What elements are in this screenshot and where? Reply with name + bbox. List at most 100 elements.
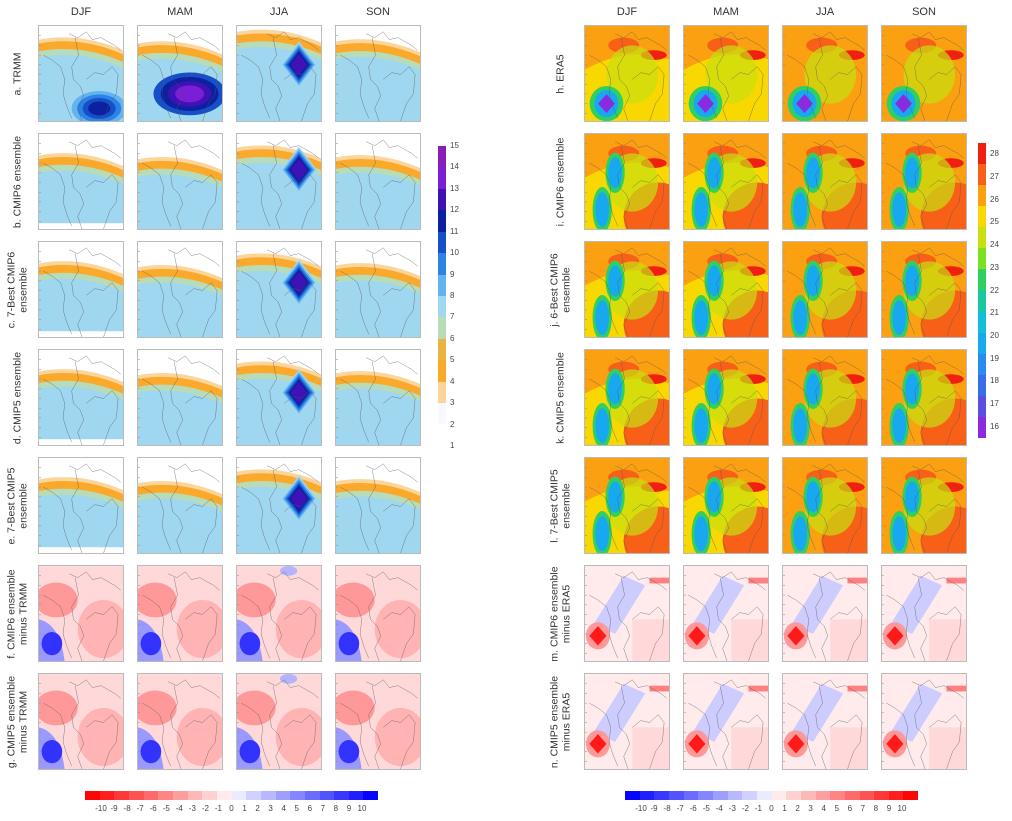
row-label-line: f. CMIP6 ensemble xyxy=(5,568,18,659)
map-plot xyxy=(783,26,867,121)
map-panel-a-son xyxy=(335,25,421,122)
map-outline xyxy=(68,139,121,159)
map-outline xyxy=(716,37,729,121)
map-outline xyxy=(167,679,220,699)
map-outline xyxy=(284,498,317,553)
map-outline xyxy=(86,174,119,229)
colorbar-segment xyxy=(978,332,986,354)
colorbar-segment xyxy=(654,791,669,800)
map-panel-c-son xyxy=(335,241,421,338)
colorbar-tick-label: -6 xyxy=(689,804,697,813)
map-outline xyxy=(886,54,915,119)
colorbar-tick-label: -5 xyxy=(702,804,710,813)
colorbar-segment xyxy=(172,791,188,800)
map-outline xyxy=(71,577,84,661)
map-outline xyxy=(266,679,319,699)
colorbar-segment xyxy=(438,188,446,211)
contour-fill xyxy=(806,157,820,189)
colorbar-tick-label: 24 xyxy=(990,240,999,250)
map-panel-h-djf xyxy=(584,25,670,122)
map-outline xyxy=(589,594,618,659)
map-outline xyxy=(185,66,218,121)
season-title-djf: DJF xyxy=(70,6,92,18)
colorbar-horizontal xyxy=(85,791,379,800)
map-plot xyxy=(39,674,123,769)
map-outline xyxy=(914,253,927,337)
map-outline xyxy=(365,571,418,591)
row-label-e: e. 7-Best CMIP5 ensemble xyxy=(3,457,33,554)
map-plot xyxy=(684,674,768,769)
contour-fill xyxy=(804,45,857,104)
map-panel-c-djf xyxy=(38,241,124,338)
colorbar-tick-label: -7 xyxy=(136,804,144,813)
colorbar-tick-label: -4 xyxy=(175,804,183,813)
map-panel-e-djf xyxy=(38,457,124,554)
map-outline xyxy=(787,594,816,659)
map-outline xyxy=(170,361,183,445)
colorbar-tick-label: 8 xyxy=(873,804,879,813)
map-plot xyxy=(585,674,669,769)
colorbar-tick-label: 4 xyxy=(281,804,286,813)
season-title-mam: MAM xyxy=(713,6,739,18)
map-panel-i-mam xyxy=(683,133,769,230)
map-outline xyxy=(929,390,962,445)
map-outline xyxy=(787,270,816,335)
map-panel-f-djf xyxy=(38,565,124,662)
map-outline xyxy=(383,606,416,661)
map-outline xyxy=(914,685,927,769)
map-outline xyxy=(241,54,270,119)
map-outline xyxy=(911,571,964,591)
map-panel-f-mam xyxy=(137,565,223,662)
colorbar-tick-label: 27 xyxy=(990,172,999,182)
colorbar-tick-label: 28 xyxy=(990,149,999,159)
map-outline xyxy=(340,162,369,227)
map-plot xyxy=(882,566,966,661)
map-outline xyxy=(713,571,766,591)
map-outline xyxy=(142,486,171,551)
map-panel-e-jja xyxy=(236,457,322,554)
colorbar-tick-label: 9 xyxy=(886,804,892,813)
contour-fill xyxy=(793,192,808,228)
map-panel-b-djf xyxy=(38,133,124,230)
map-outline xyxy=(812,139,865,159)
season-title-jja: JJA xyxy=(269,6,289,18)
map-outline xyxy=(383,66,416,121)
map-panel-g-mam xyxy=(137,673,223,770)
map-outline xyxy=(86,66,119,121)
map-outline xyxy=(86,282,119,337)
colorbar-segment xyxy=(978,206,986,228)
contour-fill xyxy=(39,386,123,445)
contour-fill xyxy=(608,157,622,189)
map-outline xyxy=(716,685,729,769)
map-outline xyxy=(365,139,418,159)
colorbar-tick-label: 3 xyxy=(450,398,455,408)
contour-fill xyxy=(806,481,820,513)
map-outline xyxy=(911,463,964,483)
colorbar-tick-label: -1 xyxy=(754,804,762,813)
map-outline xyxy=(43,162,72,227)
colorbar-segment xyxy=(438,403,446,425)
map-outline xyxy=(886,594,915,659)
map-outline xyxy=(71,685,84,769)
row-label-line: ensemble xyxy=(560,482,573,529)
contour-fill xyxy=(793,408,808,444)
colorbar-segment xyxy=(438,295,446,318)
map-outline xyxy=(731,282,764,337)
map-panel-b-son xyxy=(335,133,421,230)
map-outline xyxy=(365,679,418,699)
map-panel-n-son xyxy=(881,673,967,770)
contour-fill xyxy=(138,282,222,337)
map-outline xyxy=(688,594,717,659)
map-outline xyxy=(713,31,766,51)
map-panel-l-mam xyxy=(683,457,769,554)
colorbar-segment xyxy=(114,791,129,800)
map-panel-n-jja xyxy=(782,673,868,770)
colorbar-segment xyxy=(348,791,364,800)
map-panel-h-jja xyxy=(782,25,868,122)
contour-fill xyxy=(694,192,709,228)
colorbar-tick-label: 20 xyxy=(990,330,999,340)
map-plot xyxy=(783,566,867,661)
colorbar-tick-label: 2 xyxy=(795,804,800,813)
map-outline xyxy=(368,145,381,229)
colorbar-tick-label: 8 xyxy=(333,804,339,813)
